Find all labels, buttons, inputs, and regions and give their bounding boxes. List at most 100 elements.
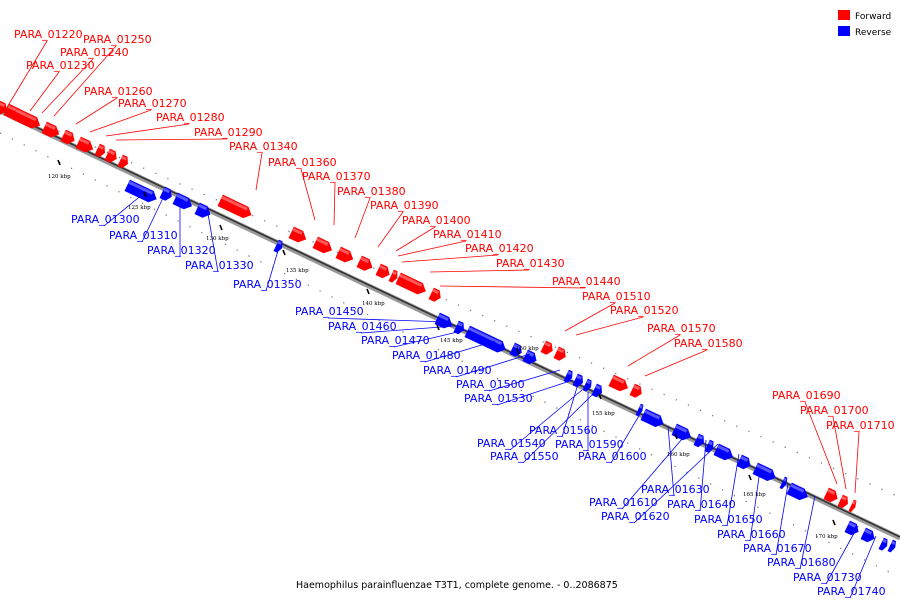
tick-mark-4: [282, 249, 286, 256]
forward-gene-label[interactable]: PARA_01710: [826, 419, 895, 432]
forward-gene-label[interactable]: PARA_01420: [465, 242, 534, 255]
forward-gene-label[interactable]: PARA_01690: [772, 389, 841, 402]
forward-gene-block-8: [104, 148, 117, 163]
reverse-gene-block-13: [582, 378, 592, 392]
tick-mark-7: [516, 348, 520, 355]
forward-gene-label[interactable]: PARA_01400: [402, 214, 471, 227]
reverse-gene-label[interactable]: PARA_01610: [589, 496, 658, 509]
reverse-gene-label[interactable]: PARA_01740: [817, 585, 886, 598]
forward-gene-label[interactable]: PARA_01340: [229, 140, 298, 153]
forward-gene-block-11-highlight: [292, 227, 303, 235]
tick-label: 135 kbp: [286, 268, 309, 274]
reverse-gene-label[interactable]: PARA_01550: [490, 450, 559, 463]
reverse-gene-block-5-highlight: [277, 240, 282, 246]
forward-gene-label[interactable]: PARA_01230: [26, 59, 95, 72]
reverse-gene-label[interactable]: PARA_01490: [423, 364, 492, 377]
forward-gene-block-21: [608, 374, 629, 392]
forward-gene-block-19: [540, 340, 553, 355]
reverse-gene-block-18-arrow: [693, 433, 704, 448]
forward-gene-label[interactable]: PARA_01390: [370, 199, 439, 212]
forward-gene-block-9-highlight: [121, 155, 127, 161]
forward-gene-label[interactable]: PARA_01290: [194, 126, 263, 139]
forward-gene-block-14: [356, 255, 373, 271]
reverse-gene-block-22: [752, 462, 776, 481]
reverse-gene-label[interactable]: PARA_01300: [71, 213, 140, 226]
forward-leader-11: [333, 182, 336, 226]
reverse-gene-block-24: [786, 482, 808, 501]
reverse-gene-block-10: [522, 349, 537, 365]
reverse-gene-label[interactable]: PARA_01600: [578, 450, 647, 463]
reverse-gene-label[interactable]: PARA_01620: [601, 510, 670, 523]
forward-gene-label[interactable]: PARA_01270: [118, 97, 187, 110]
forward-gene-block-4-highlight: [45, 122, 56, 130]
forward-leader-1: [5, 40, 48, 110]
reverse-gene-label[interactable]: PARA_01560: [529, 424, 598, 437]
reverse-gene-block-8-highlight: [468, 326, 503, 346]
reverse-gene-label[interactable]: PARA_01660: [717, 528, 786, 541]
reverse-gene-block-3-arrow: [172, 192, 193, 210]
reverse-gene-label[interactable]: PARA_01460: [328, 320, 397, 333]
forward-gene-block-13-arrow: [335, 246, 354, 263]
forward-leader-10: [300, 168, 316, 221]
reverse-gene-label[interactable]: PARA_01470: [361, 334, 430, 347]
reverse-gene-label[interactable]: PARA_01480: [392, 349, 461, 362]
forward-gene-block-23-arrow: [823, 487, 838, 503]
reverse-gene-label[interactable]: PARA_01350: [233, 278, 302, 291]
reverse-gene-label[interactable]: PARA_01450: [295, 305, 364, 318]
tick-marks: 120 kbp 125 kbp 130 kbp 135 kbp 140 kbp 145 k…: [48, 159, 838, 540]
reverse-gene-block-27: [878, 537, 888, 551]
reverse-gene-label[interactable]: PARA_01330: [185, 259, 254, 272]
reverse-gene-label[interactable]: PARA_01540: [477, 437, 546, 450]
forward-gene-block-19-arrow: [540, 340, 553, 355]
reverse-gene-label[interactable]: PARA_01680: [767, 556, 836, 569]
forward-gene-block-6-arrow: [75, 136, 94, 153]
genome-caption: Haemophilus parainfluenzae T3T1, complet…: [296, 580, 618, 591]
tick-mark-9: [674, 433, 678, 440]
reverse-gene-label[interactable]: PARA_01500: [456, 378, 525, 391]
reverse-gene-label[interactable]: PARA_01530: [464, 392, 533, 405]
forward-gene-label[interactable]: PARA_01520: [610, 304, 679, 317]
reverse-leader-7: [360, 325, 456, 334]
reverse-leader-11: [488, 369, 561, 392]
forward-gene-label[interactable]: PARA_01700: [800, 404, 869, 417]
reverse-gene-label[interactable]: PARA_01670: [743, 542, 812, 555]
forward-gene-label[interactable]: PARA_01510: [582, 290, 651, 303]
forward-gene-label[interactable]: PARA_01430: [496, 257, 565, 270]
reverse-gene-label[interactable]: PARA_01650: [694, 513, 763, 526]
forward-gene-label[interactable]: PARA_01240: [60, 46, 129, 59]
forward-gene-label[interactable]: PARA_01260: [84, 85, 153, 98]
forward-gene-label[interactable]: PARA_01280: [156, 111, 225, 124]
forward-gene-block-12-arrow: [312, 236, 333, 254]
forward-gene-label[interactable]: PARA_01440: [552, 275, 621, 288]
reverse-gene-block-13-arrow: [582, 378, 592, 392]
forward-gene-label[interactable]: PARA_01250: [83, 33, 152, 46]
forward-gene-label[interactable]: PARA_01360: [268, 156, 337, 169]
reverse-leader-22: [726, 453, 740, 527]
reverse-gene-block-15-highlight: [639, 404, 643, 409]
reverse-gene-label[interactable]: PARA_01590: [555, 438, 624, 451]
forward-leader-2: [53, 45, 117, 117]
forward-legend-label: Forward: [855, 12, 891, 22]
forward-gene-block-1: [0, 100, 7, 115]
reverse-gene-label[interactable]: PARA_01640: [667, 498, 736, 511]
forward-gene-label[interactable]: PARA_01570: [647, 322, 716, 335]
forward-gene-block-12: [312, 236, 333, 254]
reverse-gene-label[interactable]: PARA_01630: [641, 483, 710, 496]
reverse-gene-label[interactable]: PARA_01320: [147, 244, 216, 257]
forward-gene-label[interactable]: PARA_01220: [14, 28, 83, 41]
tick-label: 130 kbp: [206, 236, 229, 242]
forward-gene-label[interactable]: PARA_01410: [433, 228, 502, 241]
forward-leader-7: [105, 123, 190, 137]
reverse-gene-block-24-highlight: [790, 483, 805, 493]
reverse-gene-label[interactable]: PARA_01310: [109, 229, 178, 242]
forward-gene-block-1-arrow: [0, 100, 7, 115]
reverse-gene-label[interactable]: PARA_01730: [793, 571, 862, 584]
forward-gene-label[interactable]: PARA_01380: [337, 185, 406, 198]
forward-gene-label[interactable]: PARA_01580: [674, 337, 743, 350]
reverse-gene-block-5-arrow: [273, 239, 283, 253]
reverse-gene-block-7-highlight: [457, 321, 463, 327]
reverse-gene-block-14-highlight: [595, 384, 601, 390]
tick-mark-11: [832, 519, 836, 526]
forward-gene-block-7-arrow: [94, 143, 105, 158]
forward-gene-label[interactable]: PARA_01370: [302, 170, 371, 183]
